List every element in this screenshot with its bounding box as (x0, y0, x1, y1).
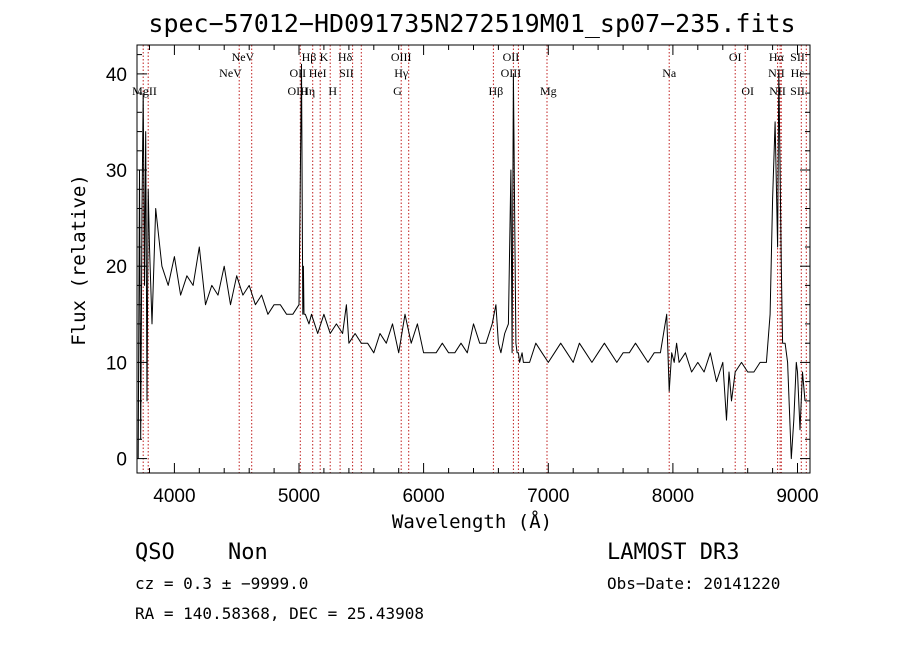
line-label: NeV (232, 50, 255, 64)
y-tick-label: 40 (106, 65, 127, 86)
line-label: Hβ (489, 84, 504, 98)
x-axis-label: Wavelength (Å) (392, 510, 552, 533)
spectrum-series (137, 63, 806, 460)
line-label: OIII (391, 50, 412, 64)
x-tick-label: 9000 (776, 486, 818, 507)
x-tick-label: 5000 (278, 486, 320, 507)
x-tick-label: 7000 (527, 486, 569, 507)
line-label: OIII (501, 66, 522, 80)
line-label: Hδ (338, 50, 353, 64)
y-tick-label: 0 (116, 450, 127, 471)
line-label: Hβ (302, 50, 317, 64)
line-markers (142, 45, 807, 473)
line-label: Hε (791, 66, 805, 80)
y-tick-label: 20 (106, 257, 127, 278)
redshift-readout: cz = 0.3 ± −9999.0 (135, 574, 308, 593)
y-axis-label: Flux (relative) (68, 174, 90, 346)
line-label: Na (662, 66, 677, 80)
object-subclass: Non (228, 540, 268, 565)
line-label: Mg (540, 84, 557, 98)
line-label: OI (729, 50, 742, 64)
plot-frame (136, 44, 811, 474)
line-label: Hα (769, 50, 785, 64)
line-label: G (393, 84, 402, 98)
line-label: NeV (219, 66, 242, 80)
line-label: OI (741, 84, 754, 98)
observation-date: Obs−Date: 20141220 (607, 574, 780, 593)
line-label: OIII (287, 84, 308, 98)
line-label: H (328, 84, 337, 98)
line-label: NII (768, 66, 785, 80)
line-label: SII (790, 84, 805, 98)
y-tick-label: 10 (106, 353, 127, 374)
survey-name: LAMOST DR3 (607, 540, 739, 565)
line-label: Hη (300, 84, 315, 98)
line-label: K (320, 50, 329, 64)
line-label: Hγ (394, 66, 409, 80)
chart-title: spec−57012−HD091735N272519M01_sp07−235.f… (148, 9, 795, 38)
spectrum-line (137, 63, 806, 460)
line-label: HeI (309, 66, 327, 80)
line-label: OII (503, 50, 520, 64)
line-label: OII (289, 66, 306, 80)
coordinates-readout: RA = 140.58368, DEC = 25.43908 (135, 604, 424, 623)
object-class: QSO (135, 540, 175, 565)
line-label: MgII (132, 84, 157, 98)
x-tick-label: 8000 (652, 486, 694, 507)
y-tick-label: 30 (106, 161, 127, 182)
line-label: SII (339, 66, 354, 80)
x-tick-label: 4000 (153, 486, 195, 507)
line-label: NII (769, 84, 786, 98)
line-label: SII (790, 50, 805, 64)
axis-ticks: 4000 5000 6000 7000 8000 9000 0 10 20 30 40 (106, 45, 819, 507)
x-tick-label: 6000 (402, 486, 444, 507)
